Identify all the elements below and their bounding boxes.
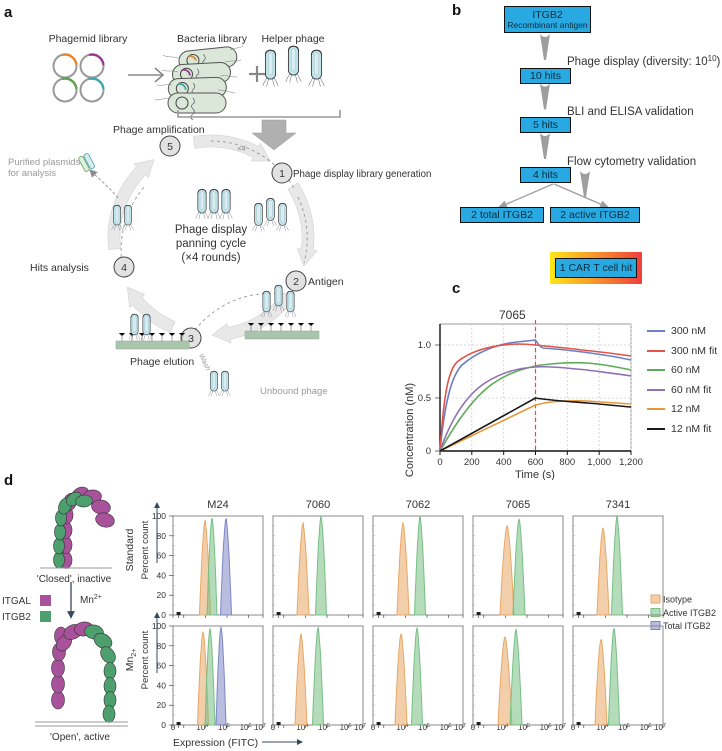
- svg-text:7341: 7341: [606, 499, 630, 511]
- svg-text:Helper phage: Helper phage: [261, 33, 324, 45]
- svg-text:4: 4: [121, 262, 127, 274]
- svg-text:106: 106: [440, 723, 452, 732]
- svg-text:60: 60: [157, 661, 167, 671]
- svg-text:7062: 7062: [406, 499, 430, 511]
- svg-text:Mn2+: Mn2+: [80, 594, 102, 606]
- svg-text:Concentration (nM): Concentration (nM): [404, 383, 416, 477]
- svg-text:400: 400: [496, 457, 512, 468]
- svg-text:80: 80: [157, 641, 167, 651]
- svg-text:panning cycle: panning cycle: [176, 238, 246, 250]
- svg-text:Standard: Standard: [124, 529, 136, 572]
- svg-text:0: 0: [426, 446, 431, 457]
- svg-text:ITGAL: ITGAL: [2, 596, 31, 607]
- svg-text:0: 0: [161, 610, 166, 620]
- svg-text:Total ITGB2: Total ITGB2: [663, 621, 711, 631]
- svg-text:106: 106: [540, 723, 552, 732]
- svg-text:106: 106: [240, 723, 252, 732]
- svg-text:Expression (FITC): Expression (FITC): [173, 737, 258, 749]
- svg-text:1.0: 1.0: [418, 340, 431, 351]
- svg-text:200: 200: [464, 457, 480, 468]
- svg-text:1,000: 1,000: [587, 457, 611, 468]
- svg-text:40: 40: [157, 570, 167, 580]
- svg-text:107: 107: [254, 723, 266, 732]
- svg-text:107: 107: [554, 723, 566, 732]
- svg-text:1: 1: [279, 168, 285, 180]
- svg-text:M24: M24: [207, 499, 228, 511]
- svg-text:107: 107: [654, 723, 666, 732]
- svg-text:107: 107: [454, 723, 466, 732]
- svg-text:1,200: 1,200: [619, 457, 643, 468]
- svg-text:106: 106: [640, 723, 652, 732]
- svg-text:×4: ×4: [237, 144, 246, 153]
- svg-text:100: 100: [152, 621, 166, 631]
- svg-text:60: 60: [157, 551, 167, 561]
- svg-text:Flow cytometry validation: Flow cytometry validation: [567, 156, 696, 168]
- svg-text:Active ITGB2: Active ITGB2: [663, 608, 716, 618]
- svg-text:(×4 rounds): (×4 rounds): [181, 252, 240, 264]
- svg-text:107: 107: [354, 723, 366, 732]
- svg-text:800: 800: [559, 457, 575, 468]
- svg-text:Phage display library generati: Phage display library generation: [293, 169, 431, 180]
- svg-text:Isotype: Isotype: [663, 595, 692, 605]
- svg-text:7065: 7065: [506, 499, 530, 511]
- svg-text:100: 100: [152, 511, 166, 521]
- svg-text:Percent count: Percent count: [140, 520, 151, 579]
- svg-text:Hits analysis: Hits analysis: [30, 262, 89, 274]
- svg-text:7060: 7060: [306, 499, 330, 511]
- svg-text:for analysis: for analysis: [8, 168, 56, 179]
- svg-text:Bacteria library: Bacteria library: [177, 33, 248, 45]
- svg-text:80: 80: [157, 531, 167, 541]
- svg-text:Phage amplification: Phage amplification: [113, 124, 205, 136]
- svg-text:'Open', active: 'Open', active: [50, 732, 110, 743]
- svg-text:Purified plasmids: Purified plasmids: [8, 157, 81, 168]
- svg-text:Phage display (diversity: 1010: Phage display (diversity: 1010): [567, 54, 721, 68]
- svg-text:20: 20: [157, 700, 167, 710]
- svg-text:Phagemid library: Phagemid library: [49, 33, 129, 45]
- svg-text:Percent count: Percent count: [140, 630, 151, 689]
- svg-text:BLI and ELISA validation: BLI and ELISA validation: [567, 106, 694, 118]
- svg-text:40: 40: [157, 680, 167, 690]
- svg-text:Mn2+: Mn2+: [124, 649, 138, 672]
- svg-text:Time (s): Time (s): [515, 469, 555, 480]
- svg-text:'Closed', inactive: 'Closed', inactive: [37, 574, 112, 585]
- svg-text:0: 0: [161, 720, 166, 730]
- svg-text:5: 5: [167, 141, 173, 153]
- svg-text:600: 600: [528, 457, 544, 468]
- svg-text:20: 20: [157, 590, 167, 600]
- svg-text:0.5: 0.5: [418, 393, 431, 404]
- svg-text:ITGB2: ITGB2: [2, 612, 31, 623]
- svg-text:106: 106: [340, 723, 352, 732]
- svg-text:0: 0: [437, 457, 442, 468]
- svg-text:Phage display: Phage display: [175, 224, 247, 236]
